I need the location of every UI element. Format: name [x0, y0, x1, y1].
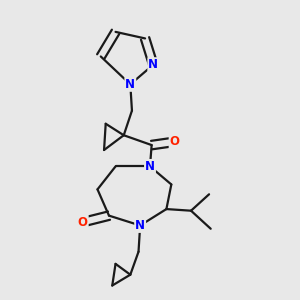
Text: O: O — [78, 216, 88, 229]
Text: O: O — [169, 135, 180, 148]
Text: N: N — [148, 58, 158, 71]
Text: N: N — [145, 160, 155, 173]
Text: N: N — [125, 78, 135, 91]
Text: N: N — [135, 219, 145, 232]
